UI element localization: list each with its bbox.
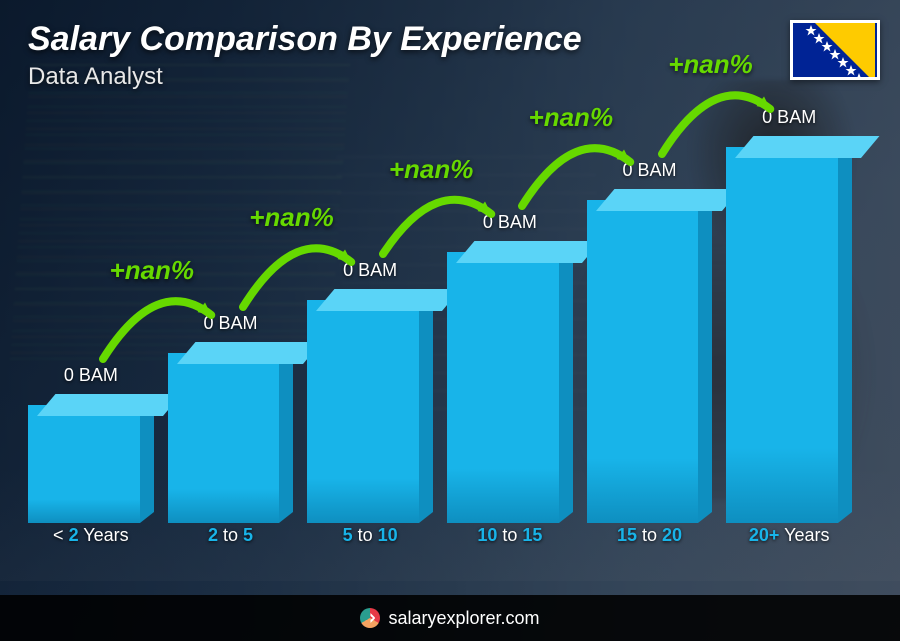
- delta-label: +nan%: [389, 154, 474, 185]
- logo-icon: [360, 608, 380, 628]
- flag-bosnia-icon: [790, 20, 880, 80]
- delta-label: +nan%: [249, 202, 334, 233]
- x-axis-label: < 2 Years: [28, 525, 154, 551]
- bar-value-label: 0 BAM: [64, 365, 118, 386]
- x-axis-label: 10 to 15: [447, 525, 573, 551]
- bar-chart: 0 BAM0 BAM0 BAM0 BAM0 BAM0 BAM < 2 Years…: [28, 120, 852, 551]
- x-axis-label: 20+ Years: [726, 525, 852, 551]
- x-axis-label: 15 to 20: [587, 525, 713, 551]
- delta-label: +nan%: [110, 255, 195, 286]
- bar-value-label: 0 BAM: [203, 313, 257, 334]
- bar: [307, 289, 433, 523]
- x-axis-label: 5 to 10: [307, 525, 433, 551]
- bar-value-label: 0 BAM: [762, 107, 816, 128]
- bar: [726, 136, 852, 523]
- page-title: Salary Comparison By Experience: [28, 20, 582, 59]
- bar: [28, 394, 154, 523]
- bar-column: 0 BAM: [28, 365, 154, 523]
- bar-column: 0 BAM: [307, 260, 433, 523]
- infographic-root: Salary Comparison By Experience Data Ana…: [0, 0, 900, 641]
- bar: [168, 342, 294, 523]
- bar-column: 0 BAM: [168, 313, 294, 523]
- bar-column: 0 BAM: [587, 160, 713, 523]
- bar-value-label: 0 BAM: [343, 260, 397, 281]
- delta-label: +nan%: [529, 102, 614, 133]
- bar: [447, 241, 573, 523]
- x-axis-label: 2 to 5: [168, 525, 294, 551]
- page-subtitle: Data Analyst: [28, 63, 582, 91]
- footer-site: salaryexplorer.com: [388, 608, 539, 629]
- bar-value-label: 0 BAM: [483, 212, 537, 233]
- bar: [587, 189, 713, 523]
- bar-value-label: 0 BAM: [623, 160, 677, 181]
- bar-column: 0 BAM: [447, 212, 573, 523]
- delta-label: +nan%: [668, 49, 753, 80]
- title-block: Salary Comparison By Experience Data Ana…: [28, 20, 582, 91]
- footer: salaryexplorer.com: [0, 595, 900, 641]
- bar-column: 0 BAM: [726, 107, 852, 523]
